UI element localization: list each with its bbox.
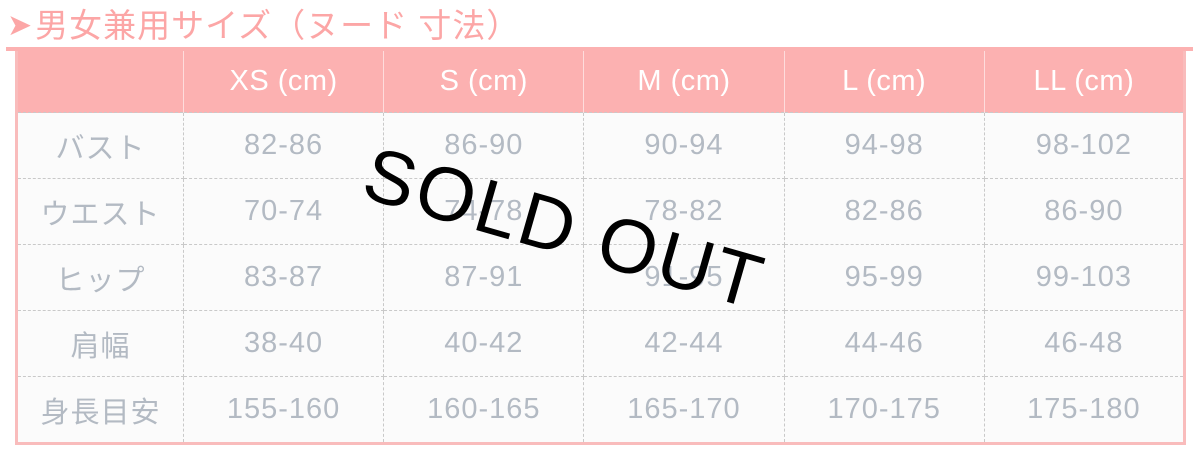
size-cell: 98-102 [983,112,1186,179]
size-table-header-row: XS (cm) S (cm) M (cm) L (cm) LL (cm) [16,51,1185,113]
size-cell: 86-90 [383,112,585,179]
arrow-right-icon: ➤ [7,9,33,42]
size-cell: 175-180 [983,376,1186,444]
size-cell: 82-86 [783,178,985,245]
row-label-shoulder: 肩幅 [16,310,184,377]
row-label-hip: ヒップ [16,244,184,311]
size-cell: 46-48 [983,310,1186,377]
table-row-shoulder: 肩幅 38-40 40-42 42-44 44-46 46-48 [16,310,1186,377]
size-cell: 99-103 [983,244,1186,311]
table-row-bust: バスト 82-86 86-90 90-94 94-98 98-102 [16,112,1186,179]
size-cell: 86-90 [983,178,1186,245]
size-cell: 94-98 [783,112,985,179]
row-label-waist: ウエスト [16,178,184,245]
size-cell: 44-46 [783,310,985,377]
size-cell: 78-82 [583,178,785,245]
section-title: ➤ 男女兼用サイズ（ヌード 寸法） [6,0,1193,51]
column-header-xs: XS (cm) [182,51,384,113]
column-header-s: S (cm) [383,51,584,113]
table-row-hip: ヒップ 83-87 87-91 91-95 95-99 99-103 [16,244,1186,311]
table-row-height: 身長目安 155-160 160-165 165-170 170-175 175… [16,376,1186,444]
column-header-l: L (cm) [783,51,985,113]
column-header-m: M (cm) [583,51,785,113]
size-cell: 42-44 [583,310,785,377]
size-cell: 83-87 [182,244,385,311]
section-title-text: 男女兼用サイズ（ヌード 寸法） [35,6,521,44]
size-cell: 165-170 [583,376,785,444]
row-label-bust: バスト [16,112,184,179]
corner-header-cell [16,51,184,113]
size-cell: 170-175 [783,376,985,444]
size-cell: 74-78 [383,178,585,245]
size-cell: 90-94 [583,112,785,179]
size-cell: 40-42 [383,310,585,377]
column-header-ll: LL (cm) [983,51,1185,113]
size-cell: 87-91 [383,244,585,311]
size-cell: 38-40 [182,310,385,377]
row-label-height: 身長目安 [16,376,184,444]
size-cell: 160-165 [383,376,585,444]
table-row-waist: ウエスト 70-74 74-78 78-82 82-86 86-90 [16,178,1186,245]
size-cell: 95-99 [783,244,985,311]
size-cell: 70-74 [182,178,385,245]
size-cell: 82-86 [182,112,385,179]
size-cell: 155-160 [182,376,385,444]
size-cell: 91-95 [583,244,785,311]
size-table: XS (cm) S (cm) M (cm) L (cm) LL (cm) バスト… [15,51,1186,445]
